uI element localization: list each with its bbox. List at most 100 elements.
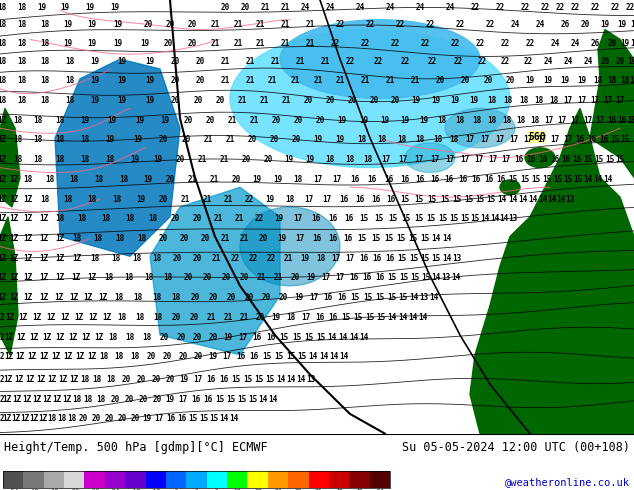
Text: 20: 20: [192, 254, 202, 263]
Text: 15: 15: [396, 234, 406, 243]
Text: 20: 20: [188, 20, 197, 29]
Text: 18: 18: [105, 155, 115, 164]
Text: 15: 15: [553, 175, 562, 184]
Text: 1Z: 1Z: [4, 352, 13, 361]
Text: 1Z: 1Z: [0, 116, 6, 125]
Text: 1Z: 1Z: [39, 254, 49, 263]
Text: 15: 15: [422, 273, 430, 282]
Text: 1Z: 1Z: [69, 293, 79, 302]
Text: 21: 21: [306, 20, 314, 29]
Text: 1Z: 1Z: [102, 313, 112, 322]
Text: 17: 17: [604, 96, 612, 105]
Text: 18: 18: [358, 135, 366, 145]
Text: 21: 21: [313, 76, 323, 85]
Text: 16: 16: [328, 214, 338, 223]
Text: 1Z: 1Z: [3, 375, 13, 384]
Text: 15: 15: [401, 195, 410, 203]
Text: 22: 22: [486, 20, 495, 29]
Text: 18: 18: [91, 254, 100, 263]
Text: 20: 20: [192, 333, 202, 342]
Text: 19: 19: [91, 76, 100, 85]
Text: 16: 16: [349, 273, 359, 282]
Text: 21: 21: [280, 39, 290, 48]
Text: 15: 15: [389, 214, 398, 223]
Text: 20: 20: [221, 3, 230, 12]
Text: 16: 16: [249, 352, 259, 361]
Text: 15: 15: [358, 234, 366, 243]
Text: 20: 20: [247, 135, 257, 145]
Text: 17: 17: [595, 116, 605, 125]
Text: 15: 15: [427, 195, 437, 203]
Text: 17: 17: [460, 155, 470, 164]
Text: 18: 18: [65, 57, 75, 66]
Text: 1Z: 1Z: [4, 333, 13, 342]
Text: 18: 18: [81, 155, 89, 164]
Text: 22: 22: [590, 3, 600, 12]
Text: 1Z: 1Z: [22, 394, 32, 404]
Text: 20: 20: [269, 135, 278, 145]
Text: 17: 17: [578, 96, 586, 105]
Text: 19: 19: [87, 39, 96, 48]
Text: 14: 14: [410, 293, 418, 302]
Text: 22: 22: [555, 3, 565, 12]
Text: 1Z: 1Z: [39, 293, 49, 302]
Text: 20: 20: [216, 96, 224, 105]
Text: 21: 21: [306, 39, 314, 48]
Text: 20: 20: [183, 116, 193, 125]
Bar: [207, 471, 227, 488]
Bar: [3, 471, 390, 488]
Text: 20: 20: [171, 214, 179, 223]
Text: 14: 14: [339, 352, 349, 361]
Polygon shape: [590, 29, 634, 177]
Text: 20: 20: [165, 20, 174, 29]
Text: 18: 18: [55, 116, 65, 125]
Text: 18: 18: [93, 234, 103, 243]
Text: 1Z: 1Z: [0, 293, 6, 302]
Text: 18: 18: [131, 352, 139, 361]
Text: 19: 19: [560, 76, 569, 85]
Text: 1Z: 1Z: [53, 394, 61, 404]
Text: 13: 13: [419, 293, 429, 302]
Text: 17: 17: [295, 234, 304, 243]
Text: 1Z: 1Z: [32, 313, 42, 322]
Text: 20: 20: [436, 76, 444, 85]
Text: 20: 20: [171, 76, 179, 85]
Text: 17: 17: [294, 214, 302, 223]
Text: 21: 21: [197, 155, 207, 164]
Text: 20: 20: [261, 293, 271, 302]
Text: 15: 15: [384, 234, 394, 243]
Text: 19: 19: [285, 155, 294, 164]
Text: 17: 17: [616, 96, 624, 105]
Text: 16: 16: [372, 195, 380, 203]
Text: 14: 14: [327, 333, 337, 342]
Text: 20: 20: [158, 234, 167, 243]
Text: 15: 15: [297, 352, 307, 361]
Text: 22: 22: [470, 3, 480, 12]
Text: 19: 19: [160, 116, 170, 125]
Text: 17: 17: [332, 175, 342, 184]
Text: 16: 16: [514, 155, 524, 164]
Text: 16: 16: [339, 195, 349, 203]
Text: 1Z: 1Z: [39, 234, 49, 243]
Text: 14: 14: [408, 313, 418, 322]
Text: 16: 16: [375, 273, 385, 282]
Text: 14: 14: [268, 394, 278, 404]
Text: 21: 21: [202, 195, 212, 203]
Ellipse shape: [280, 20, 480, 98]
Text: 15: 15: [231, 375, 241, 384]
Text: 22: 22: [230, 254, 240, 263]
Text: 18: 18: [148, 214, 158, 223]
Text: 21: 21: [281, 96, 290, 105]
Text: 1Z: 1Z: [39, 415, 48, 423]
Text: 21: 21: [210, 20, 219, 29]
Text: 14: 14: [429, 293, 439, 302]
Text: 1Z: 1Z: [16, 333, 25, 342]
Text: 15: 15: [628, 116, 634, 125]
Text: 15: 15: [431, 254, 441, 263]
Text: 17: 17: [465, 135, 475, 145]
Text: 14: 14: [538, 195, 548, 203]
Text: 19: 19: [117, 76, 127, 85]
Text: 22: 22: [396, 20, 404, 29]
Text: 18: 18: [472, 116, 482, 125]
Ellipse shape: [405, 143, 455, 172]
